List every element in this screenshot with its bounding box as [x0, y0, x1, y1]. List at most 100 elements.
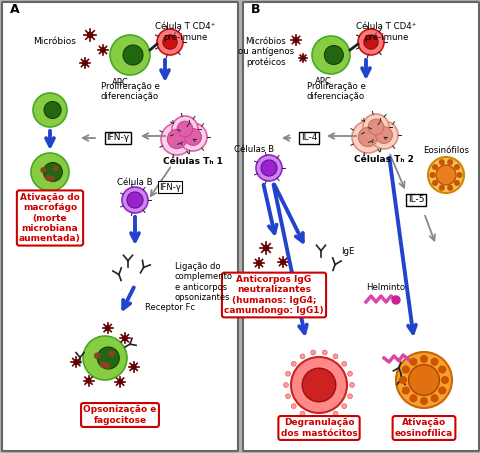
Circle shape — [290, 357, 346, 413]
Circle shape — [447, 185, 452, 190]
Circle shape — [332, 411, 337, 416]
Text: B: B — [251, 3, 260, 16]
Circle shape — [301, 368, 335, 402]
Circle shape — [432, 181, 436, 185]
Circle shape — [46, 175, 50, 180]
Circle shape — [256, 261, 261, 265]
Circle shape — [395, 352, 451, 408]
Circle shape — [131, 365, 136, 369]
Circle shape — [438, 387, 444, 394]
Circle shape — [432, 165, 436, 169]
Circle shape — [420, 398, 426, 405]
Text: Proliferação e
diferenciação: Proliferação e diferenciação — [306, 82, 365, 101]
Text: APC: APC — [111, 78, 128, 87]
Circle shape — [285, 394, 290, 399]
Circle shape — [95, 353, 100, 358]
Circle shape — [290, 361, 296, 366]
Circle shape — [161, 123, 192, 155]
Text: Ativação do
macrofágo
(morte
microbiana
aumentada): Ativação do macrofágo (morte microbiana … — [19, 193, 81, 243]
Circle shape — [83, 336, 127, 380]
Text: Eosinófilos: Eosinófilos — [422, 146, 468, 155]
Text: Ligação do
complemento
e anticorpos
opsonizantes: Ligação do complemento e anticorpos opso… — [175, 262, 232, 302]
Circle shape — [263, 246, 268, 251]
Circle shape — [44, 101, 61, 119]
Circle shape — [324, 45, 343, 64]
Circle shape — [369, 121, 397, 149]
Circle shape — [49, 176, 54, 181]
Circle shape — [347, 394, 352, 399]
Text: Ativação
eosinofílica: Ativação eosinofílica — [394, 418, 452, 438]
Circle shape — [439, 160, 443, 164]
Circle shape — [33, 93, 67, 127]
Circle shape — [310, 415, 315, 420]
Text: IL-4: IL-4 — [300, 134, 316, 143]
Circle shape — [420, 356, 426, 362]
Circle shape — [332, 354, 337, 359]
Circle shape — [163, 35, 177, 49]
Circle shape — [351, 121, 383, 153]
Circle shape — [402, 387, 408, 394]
Circle shape — [177, 121, 192, 137]
Circle shape — [74, 360, 78, 364]
Circle shape — [127, 192, 143, 208]
Circle shape — [104, 363, 109, 368]
Circle shape — [341, 404, 346, 409]
Text: IgE: IgE — [340, 247, 354, 256]
Text: Micróbios
ou antígenos
protéicos: Micróbios ou antígenos protéicos — [238, 37, 293, 67]
Circle shape — [53, 166, 58, 170]
Text: Anticorpos IgG
neutralizantes
(humanos: IgG4;
camundongo: IgG1): Anticorpos IgG neutralizantes (humanos: … — [224, 275, 323, 315]
Circle shape — [118, 379, 122, 384]
Circle shape — [290, 404, 296, 409]
Circle shape — [86, 378, 91, 383]
Circle shape — [358, 127, 377, 147]
Circle shape — [293, 38, 298, 42]
Circle shape — [399, 376, 406, 383]
Circle shape — [312, 36, 349, 74]
Text: Células Tₕ 1: Células Tₕ 1 — [163, 157, 222, 166]
Text: Receptor Fc: Receptor Fc — [144, 303, 194, 312]
Circle shape — [441, 376, 447, 383]
Circle shape — [255, 155, 281, 181]
Text: Célula T CD4⁺
pré-imune: Célula T CD4⁺ pré-imune — [355, 22, 415, 42]
Circle shape — [454, 165, 458, 169]
Circle shape — [283, 382, 288, 387]
Circle shape — [100, 48, 105, 52]
FancyBboxPatch shape — [242, 2, 478, 451]
Circle shape — [300, 411, 304, 416]
Text: Helminto: Helminto — [366, 283, 405, 292]
Circle shape — [435, 165, 455, 185]
Circle shape — [439, 185, 443, 190]
Text: Opsonização e
fagocitose: Opsonização e fagocitose — [83, 405, 156, 425]
Circle shape — [109, 351, 114, 356]
Text: IFN-γ: IFN-γ — [159, 183, 180, 192]
Circle shape — [167, 130, 186, 149]
Circle shape — [172, 116, 198, 142]
Circle shape — [300, 56, 304, 60]
Circle shape — [367, 119, 383, 135]
Circle shape — [375, 126, 392, 144]
Text: Célula T CD4⁺
pré-imune: Célula T CD4⁺ pré-imune — [155, 22, 215, 42]
Circle shape — [260, 160, 276, 176]
Circle shape — [409, 358, 416, 365]
Circle shape — [447, 160, 452, 164]
Circle shape — [310, 350, 315, 355]
Circle shape — [97, 347, 119, 369]
Circle shape — [454, 181, 458, 185]
Circle shape — [322, 415, 326, 420]
Circle shape — [184, 129, 201, 145]
Circle shape — [285, 371, 290, 376]
Circle shape — [179, 123, 206, 151]
Circle shape — [456, 173, 461, 177]
Circle shape — [402, 366, 408, 373]
Circle shape — [429, 173, 434, 177]
Text: Micróbios: Micróbios — [34, 38, 76, 47]
Circle shape — [43, 163, 62, 182]
Circle shape — [391, 296, 399, 304]
Circle shape — [362, 114, 388, 140]
Circle shape — [123, 45, 143, 65]
Text: A: A — [10, 3, 20, 16]
Circle shape — [280, 260, 285, 264]
Text: Proliferação e
diferenciação: Proliferação e diferenciação — [100, 82, 159, 101]
Circle shape — [31, 153, 69, 191]
Circle shape — [430, 395, 437, 401]
